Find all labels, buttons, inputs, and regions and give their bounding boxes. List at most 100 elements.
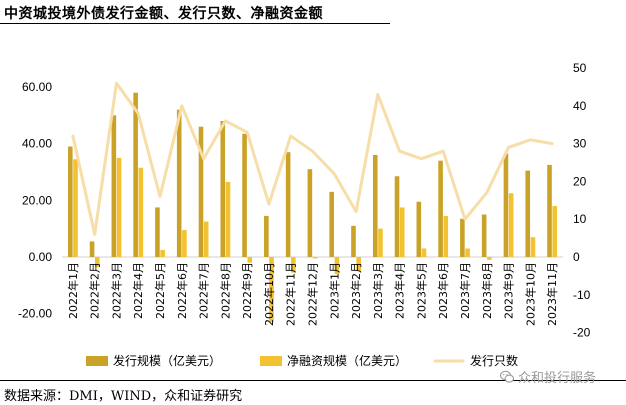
legend-label-issue-size: 发行规模（亿美元）: [113, 353, 221, 368]
bar-issue-size: [133, 92, 138, 257]
x-tick-label: 2022年12月: [306, 262, 320, 326]
line-point: [137, 112, 140, 115]
left-tick-label: 40.00: [22, 137, 52, 151]
x-tick-label: 2022年10月: [262, 262, 276, 326]
source-note: 数据来源：DMI，WIND，众和证券研究: [4, 389, 243, 404]
bar-issue-size: [329, 191, 334, 257]
line-point: [485, 191, 488, 194]
legend-label-net-financing: 净融资规模（亿美元）: [287, 353, 407, 368]
line-point: [420, 157, 423, 160]
bar-net-financing: [552, 206, 558, 257]
line-point: [550, 142, 554, 145]
x-tick-label: 2022年8月: [218, 262, 232, 319]
line-point: [158, 195, 162, 198]
bar-net-financing: [247, 257, 253, 263]
bar-net-financing: [160, 249, 165, 257]
bar-issue-size: [503, 153, 509, 257]
line-point: [463, 218, 467, 221]
x-tick-label: 2023年2月: [349, 262, 363, 319]
bar-net-financing: [399, 207, 405, 257]
bar-net-financing: [138, 167, 144, 257]
right-tick-label: 10: [573, 212, 587, 226]
x-tick-label: 2022年5月: [153, 262, 167, 319]
x-tick-label: 2023年4月: [393, 262, 407, 319]
bar-net-financing: [356, 257, 361, 272]
right-tick-label: 40: [573, 99, 587, 113]
bar-net-financing: [530, 237, 536, 257]
watermark-text: 众和投行服务: [518, 371, 597, 386]
bar-net-financing: [312, 257, 318, 259]
x-tick-label: 2023年9月: [502, 262, 516, 319]
x-tick-label: 2022年11月: [284, 262, 298, 326]
bar-issue-size: [438, 160, 443, 257]
x-tick-label: 2022年4月: [131, 262, 145, 319]
bar-net-financing: [73, 159, 78, 257]
bar-issue-size: [481, 214, 487, 257]
bar-net-financing: [421, 248, 427, 257]
bar-issue-size: [307, 169, 313, 257]
x-tick-label: 2023年10月: [523, 262, 537, 326]
bar-issue-size: [111, 115, 117, 257]
line-point: [507, 146, 510, 149]
wechat-icon: [500, 370, 514, 383]
line-point: [224, 119, 227, 123]
x-tick-label: 2022年9月: [240, 262, 254, 319]
x-tick-label: 2023年7月: [458, 262, 472, 319]
left-tick-label: 0.00: [29, 250, 53, 264]
line-point: [115, 81, 118, 85]
left-tick-label: -20.00: [18, 307, 52, 321]
line-point: [180, 104, 184, 108]
bar-net-financing: [203, 221, 209, 257]
bottom-rule: [0, 380, 626, 381]
right-tick-label: 20: [573, 174, 587, 188]
bar-net-financing: [182, 230, 187, 257]
bar-issue-size: [220, 121, 226, 258]
bar-issue-size: [264, 215, 269, 257]
line-point: [333, 172, 336, 176]
right-tick-label: -20: [573, 326, 591, 340]
x-tick-label: 2022年3月: [109, 262, 123, 319]
line-point: [245, 131, 249, 134]
line-point: [376, 93, 380, 96]
right-tick-label: 0: [573, 250, 580, 264]
bar-issue-size: [547, 164, 552, 257]
bar-issue-size: [285, 152, 291, 257]
bar-net-financing: [225, 181, 231, 257]
x-tick-label: 2023年11月: [545, 262, 559, 326]
bar-net-financing: [269, 257, 274, 323]
x-tick-label: 2023年3月: [371, 262, 385, 319]
chart-area: -20.00 0.00 20.00 40.00 60.00 -20 -10 0 10 20 30 40…: [18, 61, 591, 368]
title-rule: [0, 23, 390, 24]
line-point: [311, 149, 314, 153]
right-tick-label: -10: [573, 288, 591, 302]
line-point: [267, 202, 271, 206]
line-point: [289, 134, 292, 138]
chart-title: 中资城投境外债发行金额、发行只数、净融资金额: [4, 6, 323, 22]
line-point: [202, 157, 205, 160]
legend-swatch-net-financing: [260, 356, 282, 366]
bar-net-financing: [487, 257, 492, 260]
line-point: [441, 149, 445, 153]
x-tick-label: 2022年1月: [66, 262, 80, 319]
right-tick-label: 30: [573, 137, 587, 151]
bar-issue-size: [351, 225, 356, 257]
left-tick-label: 60.00: [22, 80, 52, 94]
bar-issue-size: [460, 218, 465, 257]
watermark: 众和投行服务: [500, 367, 596, 386]
bar-issue-size: [525, 170, 531, 257]
legend-label-issue-count: 发行只数: [470, 353, 518, 368]
line-point: [71, 134, 75, 138]
line-point: [354, 210, 358, 213]
bar-net-financing: [94, 257, 100, 267]
bar-issue-size: [394, 176, 400, 257]
x-tick-label: 2023年1月: [327, 262, 341, 319]
bar-net-financing: [334, 257, 340, 274]
bar-issue-size: [198, 126, 204, 257]
bar-issue-size: [155, 207, 160, 257]
line-point: [529, 138, 532, 142]
bar-issue-size: [67, 146, 73, 257]
bar-net-financing: [291, 257, 296, 273]
x-tick-label: 2022年6月: [175, 262, 189, 319]
x-tick-label: 2022年7月: [197, 262, 211, 319]
bar-net-financing: [443, 215, 449, 257]
